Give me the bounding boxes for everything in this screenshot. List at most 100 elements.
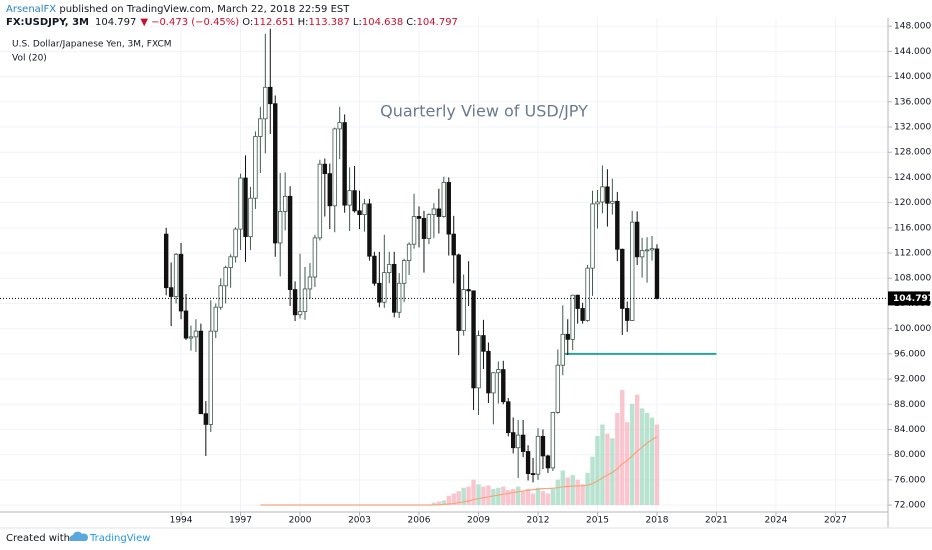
x-tick-label: 2018: [646, 516, 669, 526]
o-value: 112.651: [253, 17, 294, 28]
volume-bar: [570, 475, 575, 505]
candle-body: [461, 289, 466, 331]
volume-bar: [506, 490, 511, 505]
candle-body: [401, 260, 407, 284]
c-value: 104.797: [417, 17, 458, 28]
candle-body: [248, 197, 253, 238]
candle-body: [273, 103, 278, 244]
candle-body: [471, 290, 476, 389]
subtitle: U.S. Dollar/Japanese Yen, 3M, FXCM: [12, 40, 172, 50]
candle-body: [208, 330, 213, 425]
x-tick-label: 2012: [527, 516, 550, 526]
y-tick-label: 108.000: [894, 274, 931, 284]
o-label: O:: [242, 17, 253, 28]
symbol: FX:USDJPY, 3M: [6, 17, 89, 28]
candle-body: [560, 333, 565, 366]
volume-bar: [540, 491, 546, 505]
volume-bar: [560, 470, 565, 505]
candle-body: [515, 434, 521, 449]
candle-body: [213, 306, 218, 332]
candle-body: [610, 200, 615, 204]
y-tick-label: 76.000: [894, 475, 926, 485]
plot-area: [0, 18, 888, 512]
x-tick-label: 2024: [765, 516, 788, 526]
y-tick-label: 80.000: [894, 450, 926, 460]
volume-bar: [565, 477, 570, 505]
candle-body: [243, 177, 248, 238]
volume-bar: [625, 422, 630, 505]
x-tick-label: 1994: [170, 516, 193, 526]
candle-body: [302, 288, 308, 313]
volume-bar: [545, 493, 551, 505]
candle-body: [287, 195, 293, 290]
candle-body: [193, 330, 199, 338]
candle-body: [649, 248, 655, 251]
candle-body: [436, 208, 442, 217]
volume-bar: [431, 502, 437, 505]
h-value: 113.387: [309, 17, 350, 28]
volume-bar: [644, 413, 650, 505]
candle-body: [654, 248, 660, 299]
l-label: L:: [353, 17, 362, 28]
candle-body: [382, 272, 387, 303]
candle-body: [352, 190, 357, 212]
candle-body: [411, 216, 417, 245]
x-tick-label: 2000: [289, 516, 312, 526]
footer-brand[interactable]: TradingView: [89, 533, 150, 544]
candle-body: [446, 182, 451, 235]
candle-body: [634, 221, 640, 258]
candle-body: [644, 249, 650, 252]
y-tick-label: 92.000: [894, 375, 926, 385]
volume-bar: [610, 438, 615, 505]
volume-bar: [654, 424, 660, 505]
candle-body: [253, 136, 258, 199]
candle-body: [367, 203, 372, 257]
volume-bar: [639, 408, 645, 505]
volume-bar: [520, 491, 526, 505]
candle-body: [416, 216, 422, 219]
candle-body: [456, 254, 461, 331]
candle-body: [392, 263, 397, 313]
candle-body: [476, 335, 481, 389]
x-tick-label: 2015: [586, 516, 609, 526]
volume-bar: [491, 488, 496, 505]
volume-bar: [441, 500, 447, 505]
candle-body: [188, 336, 194, 339]
volume-bar: [585, 472, 590, 505]
y-tick-label: 128.000: [894, 148, 931, 158]
tradingview-logo: [69, 531, 89, 541]
candle-body: [629, 221, 635, 321]
volume-bar: [590, 456, 595, 505]
candle-body: [496, 369, 501, 374]
candle-body: [545, 455, 551, 469]
candle-body: [431, 208, 437, 215]
candle-body: [203, 413, 209, 425]
volume-bar: [446, 495, 451, 505]
y-tick-label: 132.000: [894, 123, 931, 133]
y-tick-label: 100.000: [894, 324, 931, 334]
candle-body: [342, 122, 347, 206]
volume-bar: [501, 486, 506, 505]
candle-body: [530, 473, 536, 475]
author[interactable]: ArsenalFX: [6, 4, 56, 15]
volume-bar: [481, 486, 486, 505]
volume-bar: [615, 413, 620, 505]
candle-body: [550, 412, 556, 469]
candle-body: [620, 248, 625, 309]
last-price-label: 104.797: [893, 294, 932, 304]
candle-body: [520, 434, 526, 452]
candle-body: [372, 255, 377, 284]
volume-bar: [471, 479, 476, 505]
candle-body: [570, 294, 575, 340]
h-label: H:: [298, 17, 309, 28]
candle-body: [525, 451, 531, 474]
x-tick-label: 1997: [229, 516, 252, 526]
published: published on TradingView.com, March 22, …: [56, 4, 350, 15]
volume-bar: [600, 424, 605, 505]
candle-body: [595, 201, 600, 205]
x-tick-label: 2021: [705, 516, 728, 526]
volume-bar: [530, 493, 536, 505]
x-tick-label: 2009: [467, 516, 490, 526]
